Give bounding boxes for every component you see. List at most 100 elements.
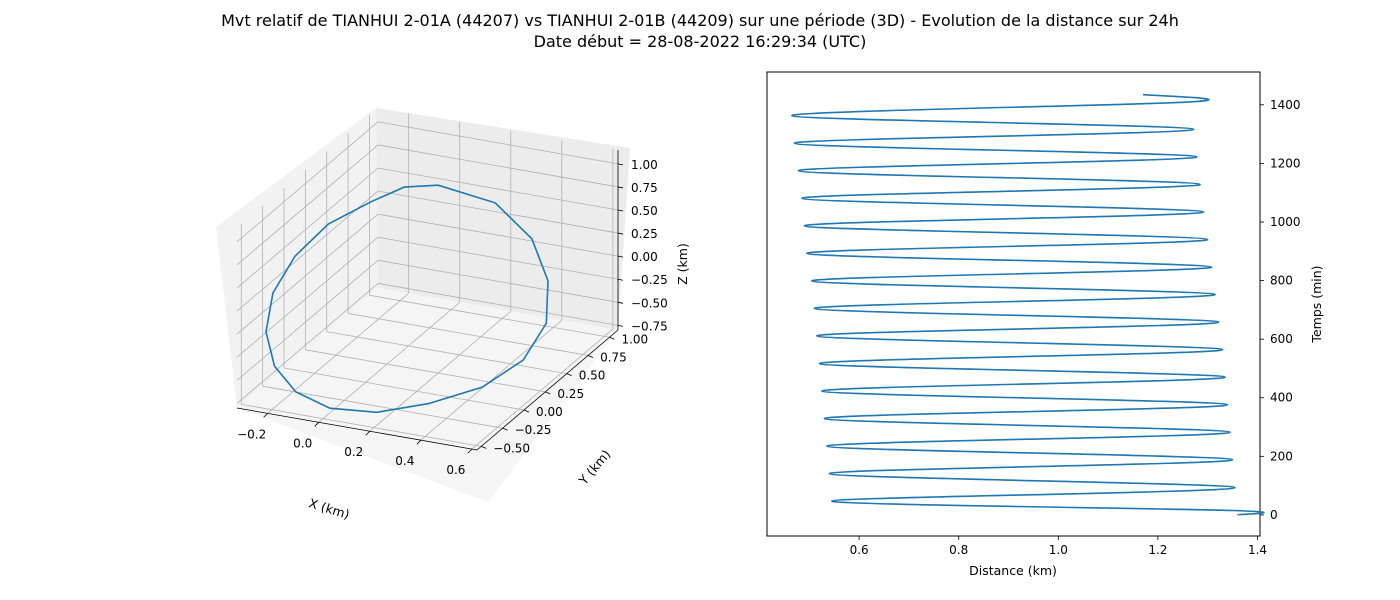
y-tick-label: 200 [1270, 449, 1293, 463]
x-tick-label-3d: 0.2 [344, 445, 363, 459]
orbit-line-3d [265, 184, 549, 414]
y-tick-label: 1200 [1270, 156, 1301, 170]
pane-floor [237, 288, 618, 502]
grid-line-z-side [236, 213, 379, 335]
x-axis-label: Distance (km) [969, 563, 1057, 578]
grid-line-z-side [236, 167, 379, 289]
y-tick-label-3d: 1.00 [621, 332, 648, 346]
grid-line-z-back [377, 190, 619, 234]
grid-line-y-floor [305, 349, 546, 393]
z-tick-label-3d: −0.25 [631, 273, 668, 287]
axes-3d: −0.2 0.0 0.2 0.4 0.6 −0.50 −0.25 0.00 0.25 0.50 0.… [216, 108, 690, 522]
z-tick-label-3d: 0.00 [631, 250, 658, 264]
x-tick-label: 0.6 [850, 543, 869, 557]
y-axis-label: Temps (min) [1309, 265, 1324, 343]
grid-line-z-back [377, 213, 619, 257]
grid-line-z-back [377, 259, 619, 303]
x-axis-label-3d: X (km) [307, 495, 351, 522]
z-tick-3d [617, 324, 624, 327]
y-tick-3d [609, 336, 615, 340]
x-tick-3d [416, 439, 422, 445]
pane-left [216, 108, 378, 408]
y-tick-label: 1400 [1270, 98, 1301, 112]
axes-2d: 0.6 0.8 1.0 1.2 1.4 0 200 400 600 800 1000 1200 1400… [766, 71, 1324, 578]
y-tick-label: 1000 [1270, 215, 1301, 229]
y-tick-label-3d: 0.50 [579, 369, 606, 383]
y-tick-3d [502, 427, 508, 431]
x-tick-label-3d: 0.0 [293, 436, 312, 450]
ticks-2d: 0.6 0.8 1.0 1.2 1.4 0 200 400 600 800 1000 1200 1400 [850, 98, 1301, 557]
y-tick-3d [481, 445, 487, 449]
x-tick-label: 1.2 [1148, 543, 1167, 557]
x-tick-label: 1.0 [1049, 543, 1068, 557]
x-tick-label: 0.8 [949, 543, 968, 557]
chart-title-line-2: Date début = 28-08-2022 16:29:34 (UTC) [534, 32, 867, 51]
grid-line-z-side [236, 144, 379, 266]
grid-3d [236, 113, 619, 450]
y-tick-3d [545, 391, 551, 395]
y-tick-label-3d: −0.25 [515, 423, 552, 437]
grid-line-x-floor [267, 293, 409, 414]
y-tick-label: 800 [1270, 274, 1293, 288]
z-tick-label-3d: 1.00 [631, 158, 658, 172]
x-tick-label-3d: 0.6 [446, 463, 465, 477]
grid-line-y-floor [348, 313, 589, 356]
x-axis-line-3d [236, 407, 478, 451]
y-tick-label-3d: −0.50 [493, 441, 530, 455]
y-tick-3d [587, 355, 594, 358]
distance-series-line [791, 93, 1265, 516]
z-tick-label-3d: 0.25 [631, 227, 658, 241]
grid-line-y-floor [241, 403, 482, 447]
x-tick-label-3d: −0.2 [237, 427, 266, 441]
z-tick-3d [617, 255, 624, 258]
z-tick-3d [617, 163, 624, 166]
grid-line-z-back [377, 121, 619, 165]
z-axis-label-3d: Z (km) [675, 243, 690, 285]
z-tick-3d [617, 232, 624, 235]
z-tick-label-3d: −0.50 [631, 296, 668, 310]
grid-line-x-floor [471, 328, 614, 450]
chart-title-line-1: Mvt relatif de TIANHUI 2-01A (44207) vs … [221, 11, 1179, 30]
z-tick-label-3d: −0.75 [631, 319, 668, 333]
y-tick-3d [566, 373, 572, 377]
x-tick-3d [263, 413, 268, 418]
grid-line-y-floor [369, 294, 610, 338]
z-tick-label-3d: 0.50 [631, 204, 658, 218]
ticks-3d: −0.2 0.0 0.2 0.4 0.6 −0.50 −0.25 0.00 0.25 0.50 0.… [236, 150, 668, 477]
grid-line-x-floor [369, 310, 512, 432]
y-axis-label-3d: Y (km) [575, 447, 613, 489]
z-tick-label-3d: 0.75 [631, 181, 658, 195]
grid-line-z-side [236, 260, 379, 381]
pane-back [376, 108, 630, 330]
grid-line-z-back [377, 167, 619, 211]
grid-line-z-side [236, 283, 379, 404]
plot-frame [766, 71, 1261, 537]
grid-line-z-side [236, 121, 379, 243]
y-tick-label: 400 [1270, 391, 1293, 405]
grid-line-z-back [377, 282, 619, 326]
y-tick-label: 600 [1270, 332, 1293, 346]
x-tick-3d [365, 430, 371, 436]
y-tick-label: 0 [1270, 508, 1278, 522]
x-tick-3d [467, 448, 473, 454]
x-tick-label-3d: 0.4 [395, 454, 414, 468]
z-tick-3d [617, 301, 624, 304]
grid-line-y-floor [262, 385, 503, 429]
z-tick-3d [617, 209, 624, 212]
x-tick-3d [314, 422, 319, 427]
y-tick-label-3d: 0.75 [600, 350, 627, 364]
grid-line-y-floor [326, 331, 567, 375]
z-tick-3d [617, 278, 624, 281]
y-tick-3d [523, 409, 530, 413]
grid-line-z-back [377, 144, 619, 188]
grid-line-y-floor [283, 367, 525, 411]
y-axis-line-3d [476, 329, 619, 451]
x-tick-label: 1.4 [1248, 543, 1267, 557]
y-tick-label-3d: 0.25 [557, 387, 584, 401]
z-tick-3d [617, 186, 624, 189]
grid-line-z-back [377, 236, 619, 280]
grid-line-x-floor [318, 301, 460, 423]
y-tick-label-3d: 0.00 [536, 405, 563, 419]
grid-line-z-side [236, 236, 379, 358]
